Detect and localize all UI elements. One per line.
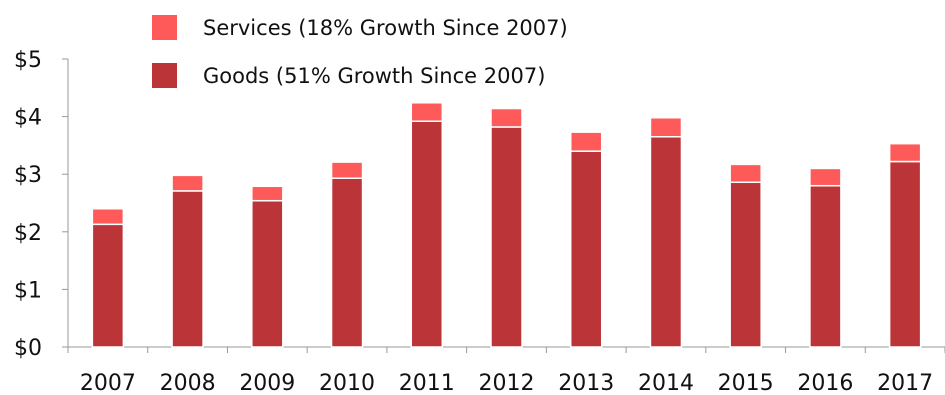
legend: Services (18% Growth Since 2007) Goods (…: [152, 15, 568, 88]
bar-goods-2017: [888, 160, 922, 348]
bar-goods-2007: [91, 223, 125, 348]
x-tick-label: 2009: [239, 371, 295, 395]
x-tick-label: 2012: [479, 371, 535, 395]
y-tick-label: $4: [14, 106, 42, 131]
y-tick-label: $2: [14, 221, 42, 246]
y-axis: $0 $1 $2 $3 $4 $5: [14, 48, 69, 361]
bar-services-2015: [729, 163, 762, 184]
bar-goods-2016: [809, 184, 842, 348]
bar-services-2009: [251, 185, 284, 202]
x-tick-label: 2017: [877, 371, 933, 395]
bar-goods-2013: [569, 150, 603, 348]
bar-services-2016: [809, 167, 842, 187]
bar-goods-2012: [490, 126, 523, 348]
x-tick-label: 2007: [80, 371, 136, 395]
legend-label-services: Services (18% Growth Since 2007): [203, 16, 568, 40]
x-tick-label: 2016: [797, 371, 853, 395]
bar-goods-2011: [410, 120, 444, 348]
x-tick-label: 2015: [718, 371, 774, 395]
bar-services-2010: [330, 161, 364, 179]
bar-services-2017: [888, 142, 922, 163]
x-axis: 2007 2008 2009 2010 2011 2012 2013 2014 2015 2016…: [67, 346, 945, 395]
y-tick-label: $3: [14, 163, 42, 188]
bar-goods-2008: [171, 190, 204, 348]
legend-swatch-services: [152, 15, 177, 40]
x-tick-label: 2011: [399, 371, 455, 395]
x-tick-label: 2010: [319, 371, 375, 395]
bar-services-2014: [649, 117, 683, 138]
x-tick-label: 2014: [638, 371, 694, 395]
bar-services-2013: [569, 131, 603, 152]
y-tick-label: $1: [14, 278, 42, 303]
bar-services-2012: [490, 107, 523, 128]
bar-services-2007: [91, 208, 125, 226]
x-tick-label: 2013: [558, 371, 614, 395]
x-tick-label: 2008: [160, 371, 216, 395]
bars: [91, 102, 922, 348]
bar-goods-2009: [251, 199, 284, 348]
legend-label-goods: Goods (51% Growth Since 2007): [203, 64, 545, 88]
bar-goods-2014: [649, 136, 683, 348]
y-tick-label: $5: [14, 48, 42, 73]
bar-services-2008: [171, 174, 204, 192]
bar-goods-2015: [729, 181, 762, 348]
bar-services-2011: [410, 102, 444, 122]
bar-goods-2010: [330, 177, 364, 348]
legend-swatch-goods: [152, 63, 177, 88]
y-tick-label: $0: [14, 336, 42, 361]
